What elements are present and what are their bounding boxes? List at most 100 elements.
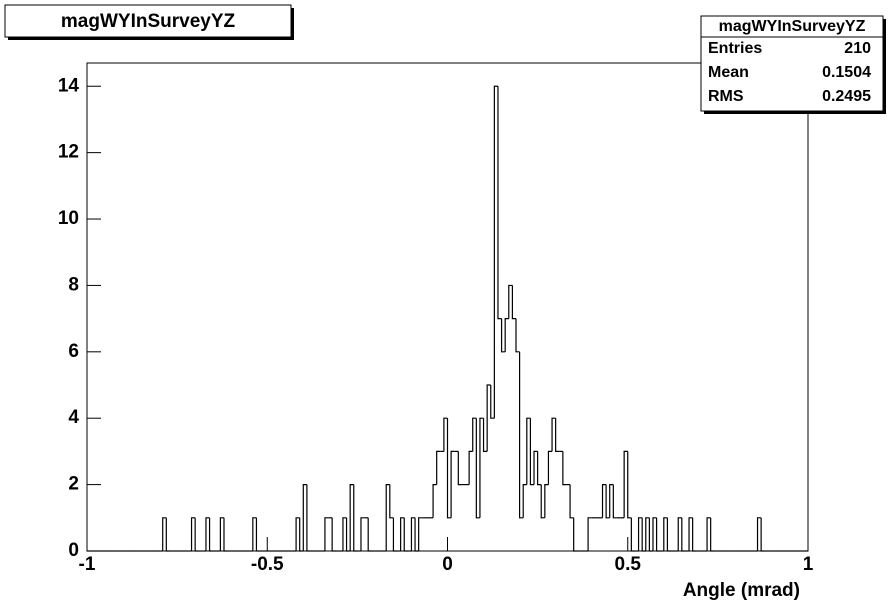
histogram-bin [612, 484, 617, 519]
histogram-bin [500, 318, 506, 353]
histogram-bin [688, 517, 693, 551]
histogram-bin [367, 517, 372, 552]
histogram-bin [302, 484, 307, 551]
histogram-bin [522, 484, 527, 518]
histogram-bin [760, 517, 765, 552]
histogram-bin [482, 418, 488, 453]
histogram-bin [443, 417, 448, 452]
histogram-bin [208, 517, 214, 552]
histogram-bin [479, 417, 484, 518]
histogram-bin [641, 517, 646, 552]
histogram-bin [486, 384, 491, 452]
x-tick-label: 0.5 [615, 554, 642, 575]
histogram-bin [385, 484, 390, 551]
histogram-bin [630, 517, 635, 552]
histogram-bin [306, 484, 311, 552]
y-tick-label: 4 [68, 407, 79, 428]
histogram-bin [450, 450, 455, 518]
histogram-bin [468, 450, 473, 485]
histogram-bin [190, 517, 196, 551]
histogram-bin [165, 517, 170, 552]
histogram-bin [623, 450, 628, 518]
histogram-bin [645, 517, 650, 551]
histogram-bin [537, 451, 542, 486]
histogram-bin [392, 517, 398, 552]
histogram-bin [432, 484, 437, 518]
y-tick-label: 0 [68, 540, 79, 561]
stats-box [700, 15, 884, 112]
x-tick-label: 0 [442, 554, 453, 575]
y-tick-label: 2 [68, 474, 79, 495]
histogram-bin [637, 517, 643, 551]
histogram-bin [648, 517, 653, 552]
histogram-bin [601, 484, 607, 518]
histogram-bin [526, 417, 531, 485]
x-axis-label: Angle (mrad) [683, 580, 800, 601]
histogram-bin [418, 517, 423, 551]
histogram-bin [472, 417, 477, 452]
stats-label: RMS [708, 88, 744, 105]
histogram-bin [555, 418, 560, 453]
x-tick-label: -0.5 [251, 554, 284, 575]
histogram-bin [652, 517, 657, 551]
x-tick-label: -1 [79, 554, 96, 575]
histogram-bin [681, 517, 686, 552]
histogram-bin [655, 517, 661, 552]
histogram-bin [540, 484, 545, 519]
stats-label: Mean [708, 64, 749, 81]
y-tick-label: 6 [68, 341, 79, 362]
y-tick-label: 12 [58, 142, 79, 163]
y-tick-label: 14 [58, 75, 80, 96]
histogram-bin [162, 517, 167, 551]
histogram-bin [331, 517, 336, 552]
histogram-bin [324, 517, 329, 551]
histogram-bin [511, 285, 516, 320]
histogram-bin [547, 450, 553, 485]
x-tick-label: 1 [803, 554, 814, 575]
histogram-bin [219, 517, 224, 551]
histogram-bin [569, 484, 574, 519]
histogram-bin [410, 517, 416, 551]
histogram-bin [360, 517, 365, 551]
histogram-bin [605, 484, 610, 519]
histogram-bin [533, 450, 538, 485]
histogram-bin [342, 517, 347, 551]
histogram-bin [205, 517, 210, 551]
histogram-bin [252, 517, 257, 551]
stats-title: magWYInSurveyYZ [719, 18, 866, 35]
title-box [4, 4, 292, 38]
histogram-bin [497, 86, 502, 320]
histogram-bin [389, 484, 394, 519]
histogram-bin [446, 418, 452, 519]
histogram-bin [400, 517, 405, 551]
histogram-bin [544, 484, 549, 518]
histogram-bin [666, 517, 672, 552]
histogram-bin [345, 517, 351, 552]
y-tick-label: 8 [68, 274, 79, 295]
histogram-bin [551, 417, 556, 452]
histogram-bin [255, 517, 261, 552]
histogram-bin [529, 418, 535, 486]
histogram-bin [609, 484, 614, 518]
histogram-bin [573, 517, 578, 552]
histogram-bin [692, 517, 697, 552]
stats-value: 210 [844, 40, 871, 57]
stats-value: 0.2495 [822, 88, 871, 105]
histogram-bin [493, 85, 498, 419]
histogram-bin [756, 517, 762, 551]
stats-value: 0.1504 [822, 64, 871, 81]
histogram-bin [508, 284, 513, 319]
histogram-bin [353, 484, 358, 552]
y-tick-label: 10 [58, 208, 79, 229]
histogram-bin [519, 351, 524, 519]
histogram-bin [436, 450, 441, 485]
histogram-bin [587, 517, 592, 551]
histogram-bin [475, 418, 480, 519]
histogram-bin [223, 517, 228, 552]
histogram-bin [457, 451, 462, 486]
histogram-bin [295, 517, 300, 551]
histogram-bin [490, 385, 495, 419]
histogram-bin [504, 318, 509, 352]
histogram-bin [710, 517, 715, 552]
histogram-bin [663, 517, 668, 551]
